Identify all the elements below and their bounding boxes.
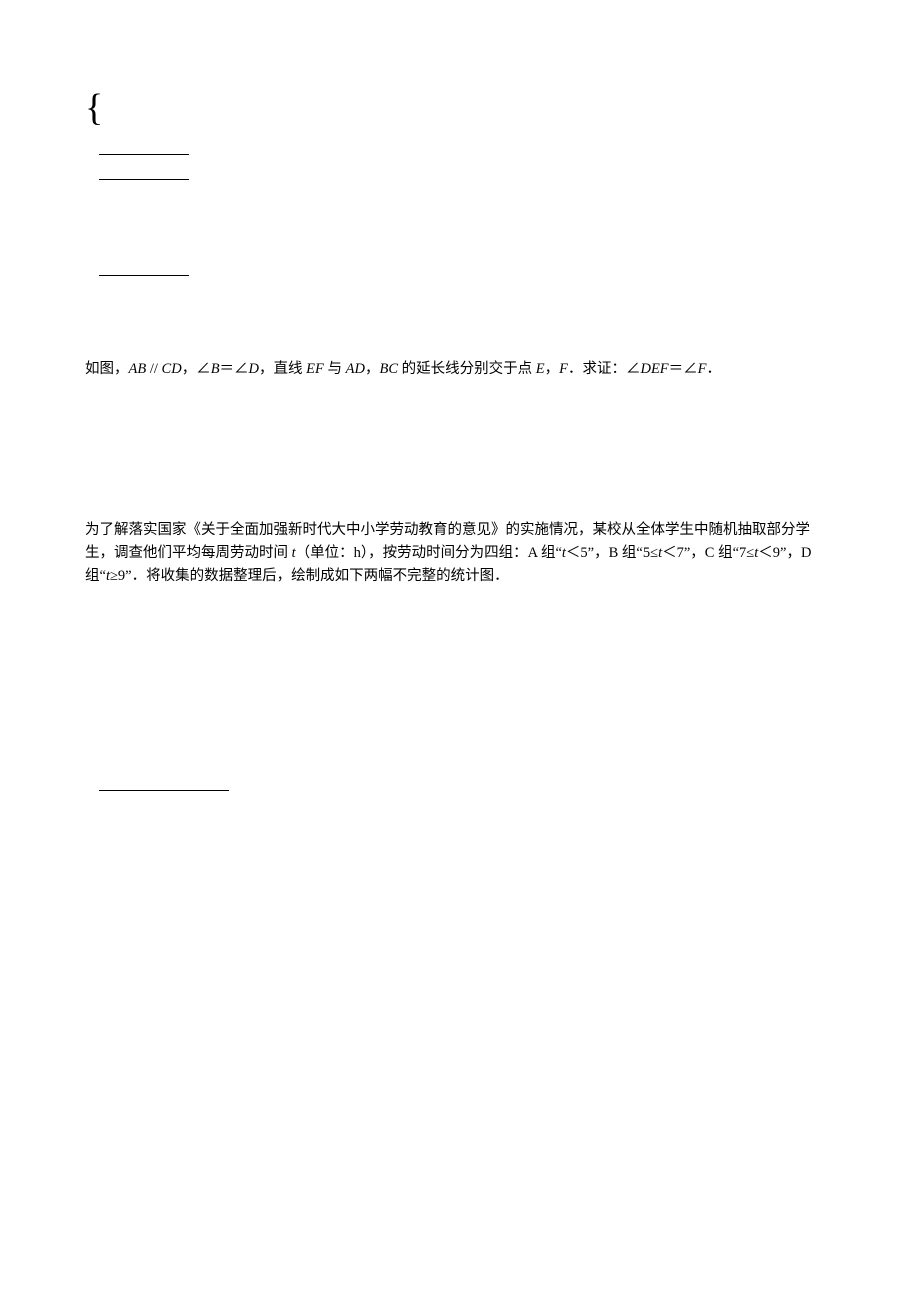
pie-chart-box — [493, 598, 668, 765]
blank-field[interactable] — [99, 165, 189, 181]
left-brace-icon: { — [85, 89, 103, 127]
blank-field[interactable] — [99, 139, 189, 155]
bar-chart-box — [253, 598, 463, 765]
number-line-figure — [85, 204, 835, 252]
charts-row — [85, 598, 835, 765]
blank-field[interactable] — [159, 775, 229, 791]
q18-stem: 如图，AB // CD，∠B＝∠D，直线 EF 与 AD，BC 的延长线分别交于… — [85, 358, 835, 381]
brace-system: { — [85, 89, 256, 127]
q19-stem: 为了解落实国家《关于全面加强新时代大中小学劳动教育的意见》的实施情况，某校从全体… — [85, 519, 835, 589]
q19-p1 — [85, 775, 835, 799]
blank-field[interactable] — [99, 261, 189, 277]
q17-p1 — [85, 139, 835, 163]
q17-stem: { — [85, 89, 835, 127]
q17-p2 — [85, 165, 835, 189]
q19-stem-text: 为了解落实国家《关于全面加强新时代大中小学劳动教育的意见》的实施情况，某校从全体… — [85, 522, 811, 584]
q17-p4 — [85, 261, 835, 285]
q18-stem-text: 如图，AB // CD，∠B＝∠D，直线 EF 与 AD，BC 的延长线分别交于… — [85, 361, 721, 377]
q18-figure — [645, 383, 835, 476]
blank-field[interactable] — [99, 775, 159, 791]
